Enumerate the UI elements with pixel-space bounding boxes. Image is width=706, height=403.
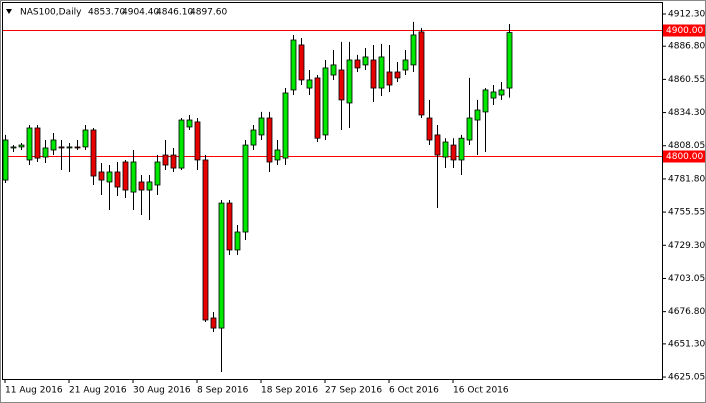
y-tick-label: 4703.05 (668, 274, 705, 284)
y-tick-label: 4912.30 (668, 9, 705, 19)
candle-body (258, 117, 265, 136)
candle-body (474, 109, 481, 121)
candle-body (2, 139, 9, 181)
x-tick-label: 11 Aug 2016 (5, 386, 63, 396)
candle-body (434, 134, 441, 156)
candle-body (106, 171, 113, 183)
candle-body (314, 77, 321, 139)
y-tick-label: 4651.30 (668, 339, 705, 349)
candle-body (234, 231, 241, 251)
candle-body (298, 44, 305, 81)
candle-body (210, 317, 217, 329)
candle-body (506, 32, 513, 89)
candle-body (226, 202, 233, 251)
y-tick-label: 4729.30 (668, 241, 705, 251)
candle-body (498, 89, 505, 96)
candle-body (50, 139, 57, 151)
candle-body (58, 146, 65, 149)
x-tick-label: 21 Aug 2016 (69, 386, 127, 396)
candle-body (34, 127, 41, 159)
candle-body (138, 181, 145, 191)
candle-body (338, 69, 345, 101)
candle-body (458, 137, 465, 161)
plot-border (2, 2, 663, 380)
candle-body (466, 117, 473, 141)
candle-body (362, 56, 369, 66)
candle-body (66, 146, 73, 149)
level-label-box (663, 150, 705, 163)
candle-body (26, 127, 33, 161)
candle-body (130, 161, 137, 193)
candle-body (378, 56, 385, 89)
candle-body (266, 117, 273, 163)
candle-body (218, 202, 225, 329)
candle-body (146, 181, 153, 191)
x-tick-label: 16 Oct 2016 (453, 386, 509, 396)
header-value: 4904.40 (122, 8, 159, 18)
candle-body (170, 154, 177, 169)
y-tick-label: 4676.80 (668, 307, 705, 317)
candle-body (10, 146, 17, 149)
candle-body (386, 71, 393, 86)
candle-body (418, 31, 425, 116)
candle-body (450, 144, 457, 161)
x-tick-label: 18 Sep 2016 (261, 386, 318, 396)
level-label: 4800.00 (666, 152, 703, 162)
candle-body (186, 119, 193, 128)
header-icon (6, 9, 12, 14)
candle-body (178, 119, 185, 169)
y-tick-label: 4886.80 (668, 42, 705, 52)
candle-body (42, 147, 49, 158)
candle-body (410, 34, 417, 66)
candle-body (274, 149, 281, 161)
candle-body (122, 161, 129, 191)
candle-body (290, 39, 297, 91)
candle-body (90, 129, 97, 177)
chart-title: NAS100,Daily (20, 8, 82, 18)
header-value: 4846.10 (156, 8, 193, 18)
candle-body (162, 154, 169, 166)
y-tick-label: 4755.55 (668, 208, 705, 218)
candle-body (202, 159, 209, 321)
candle-body (98, 171, 105, 181)
candle-body (250, 129, 257, 146)
y-tick-label: 4781.80 (668, 174, 705, 184)
x-tick-label: 6 Oct 2016 (389, 386, 439, 396)
candle-body (346, 59, 353, 104)
candle-body (194, 121, 201, 161)
candle-body (82, 129, 89, 148)
level-label: 4900.00 (666, 26, 703, 36)
y-tick-label: 4834.30 (668, 108, 705, 118)
candle-body (394, 71, 401, 79)
x-tick-label: 8 Sep 2016 (197, 386, 249, 396)
candle-body (114, 171, 121, 188)
candle-body (282, 92, 289, 159)
candle-body (402, 59, 409, 71)
candle-body (426, 117, 433, 141)
level-label-box (663, 24, 705, 37)
candle-body (370, 59, 377, 89)
candle-body (482, 89, 489, 113)
y-tick-label: 4860.55 (668, 75, 705, 85)
candle-body (490, 91, 497, 99)
candle-body (154, 161, 161, 186)
candle-body (74, 146, 81, 149)
candle-body (306, 79, 313, 89)
y-tick-label: 4808.05 (668, 141, 705, 151)
x-tick-label: 27 Sep 2016 (325, 386, 382, 396)
y-tick-label: 4625.05 (668, 373, 705, 383)
candle-body (442, 141, 449, 158)
candle-body (354, 59, 361, 69)
candle-body (242, 144, 249, 233)
header-value: 4897.60 (190, 8, 227, 18)
header-value: 4853.70 (88, 8, 125, 18)
x-tick-label: 30 Aug 2016 (133, 386, 191, 396)
candle-body (330, 64, 337, 76)
candle-body (18, 144, 25, 148)
candle-body (322, 67, 329, 136)
